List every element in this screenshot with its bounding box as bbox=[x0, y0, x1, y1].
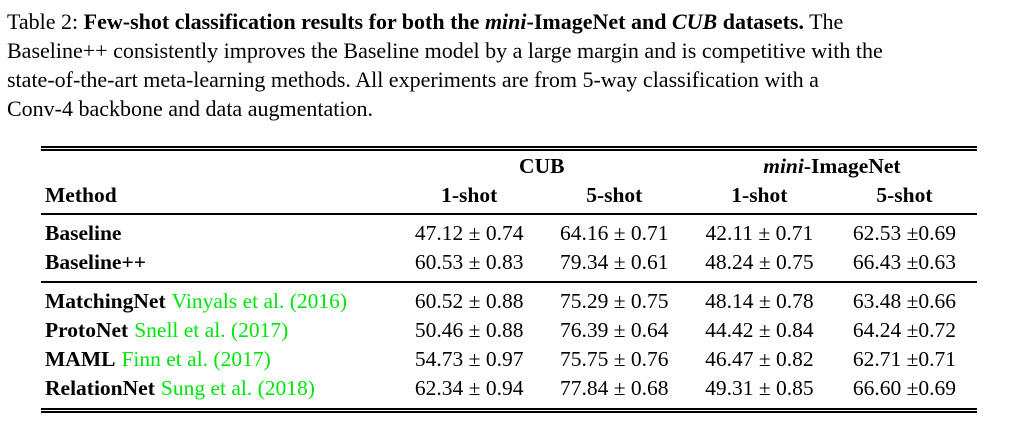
value-cell: 44.42 ± 0.84 bbox=[705, 318, 814, 342]
dataset-group-header-row: CUB mini-ImageNet bbox=[41, 149, 977, 182]
caption-line: state-of-the-art meta-learning methods. … bbox=[7, 67, 819, 92]
method-cell: Baseline++ bbox=[41, 248, 397, 283]
value-cell: 66.43 ±0.63 bbox=[831, 248, 977, 283]
value-cell: 47.12 ± 0.74 bbox=[414, 221, 524, 245]
results-table: CUB mini-ImageNet Method 1-shot 5-shot 1… bbox=[41, 146, 977, 413]
citation-link[interactable]: Snell et al. (2017) bbox=[134, 318, 289, 342]
value-cell: 48.24 ± 0.75 bbox=[686, 248, 832, 283]
col-header-method: Method bbox=[41, 181, 397, 215]
caption-title-bold: datasets. bbox=[717, 9, 804, 34]
method-name: ProtoNet bbox=[45, 318, 129, 342]
caption-line: Conv-4 backbone and data augmentation. bbox=[7, 96, 373, 121]
value-cell: 50.46 ± 0.88 bbox=[414, 318, 524, 342]
caption-title-cub-italic: CUB bbox=[671, 9, 718, 34]
table-row: Baseline 47.12 ± 0.74 64.16 ± 0.71 42.11… bbox=[41, 214, 977, 248]
value-cell: 46.47 ± 0.82 bbox=[705, 347, 814, 371]
method-name: Baseline++ bbox=[45, 250, 146, 274]
col-group-header-mini-imagenet: mini-ImageNet bbox=[687, 149, 977, 182]
col-header-cub-5shot: 5-shot bbox=[541, 181, 687, 215]
table-caption: Table 2: Few-shot classification results… bbox=[7, 7, 1011, 123]
method-name: RelationNet bbox=[45, 376, 155, 400]
method-name: MatchingNet bbox=[45, 289, 166, 313]
table-row: RelationNet Sung et al. (2018) 62.34 ± 0.… bbox=[41, 374, 977, 411]
col-header-mini-1shot: 1-shot bbox=[686, 181, 832, 215]
method-cell: MatchingNet Vinyals et al. (2016) bbox=[41, 282, 397, 316]
citation-link[interactable]: Finn et al. (2017) bbox=[121, 347, 271, 371]
table-row: ProtoNet Snell et al. (2017) 50.46 ± 0.88… bbox=[41, 316, 977, 345]
value-cell: 60.52 ± 0.88 bbox=[414, 289, 524, 313]
value-cell: 64.24 ±0.72 bbox=[852, 318, 957, 342]
value-cell: 62.53 ±0.69 bbox=[852, 221, 957, 245]
value-cell: 77.84 ± 0.68 bbox=[560, 376, 669, 400]
value-cell: 79.34 ± 0.61 bbox=[541, 248, 687, 283]
mini-italic-label: mini bbox=[763, 154, 804, 178]
method-cell: MAML Finn et al. (2017) bbox=[41, 345, 397, 374]
method-name: MAML bbox=[45, 347, 116, 371]
value-cell: 42.11 ± 0.71 bbox=[705, 221, 814, 245]
citation-link[interactable]: Sung et al. (2018) bbox=[160, 376, 315, 400]
value-cell: 62.34 ± 0.94 bbox=[414, 376, 524, 400]
value-cell: 48.14 ± 0.78 bbox=[705, 289, 814, 313]
value-cell: 66.60 ±0.69 bbox=[852, 376, 957, 400]
value-cell: 75.29 ± 0.75 bbox=[560, 289, 669, 313]
value-cell: 76.39 ± 0.64 bbox=[560, 318, 669, 342]
value-cell: 75.75 ± 0.76 bbox=[560, 347, 669, 371]
value-cell: 60.53 ± 0.83 bbox=[396, 248, 542, 283]
caption-line: Baseline++ consistently improves the Bas… bbox=[7, 38, 883, 63]
empty-header-cell bbox=[41, 149, 397, 182]
caption-text: The bbox=[803, 9, 844, 34]
col-header-mini-5shot: 5-shot bbox=[831, 181, 977, 215]
table-row: Baseline++ 60.53 ± 0.83 79.34 ± 0.61 48.… bbox=[41, 248, 977, 283]
value-cell: 64.16 ± 0.71 bbox=[560, 221, 669, 245]
caption-title-mini-italic: mini bbox=[484, 9, 527, 34]
col-group-header-cub: CUB bbox=[519, 154, 565, 178]
caption-line: Table 2: Few-shot classification results… bbox=[7, 7, 1011, 36]
imagenet-label: -ImageNet bbox=[803, 154, 901, 178]
value-cell: 62.71 ±0.71 bbox=[852, 347, 957, 371]
method-cell: Baseline bbox=[41, 214, 397, 248]
column-header-row: Method 1-shot 5-shot 1-shot 5-shot bbox=[41, 181, 977, 215]
method-cell: ProtoNet Snell et al. (2017) bbox=[41, 316, 397, 345]
table-row: MatchingNet Vinyals et al. (2016) 60.52 ±… bbox=[41, 282, 977, 316]
caption-title-bold: Few-shot classification results for both… bbox=[83, 9, 485, 34]
value-cell: 63.48 ±0.66 bbox=[852, 289, 957, 313]
col-header-cub-1shot: 1-shot bbox=[396, 181, 542, 215]
value-cell: 49.31 ± 0.85 bbox=[705, 376, 814, 400]
method-name: Baseline bbox=[45, 221, 122, 245]
citation-link[interactable]: Vinyals et al. (2016) bbox=[171, 289, 348, 313]
table-row: MAML Finn et al. (2017) 54.73 ± 0.97 75.7… bbox=[41, 345, 977, 374]
caption-table-label: Table 2: bbox=[7, 9, 84, 34]
method-cell: RelationNet Sung et al. (2018) bbox=[41, 374, 397, 411]
caption-title-bold: -ImageNet and bbox=[526, 9, 672, 34]
value-cell: 54.73 ± 0.97 bbox=[414, 347, 524, 371]
